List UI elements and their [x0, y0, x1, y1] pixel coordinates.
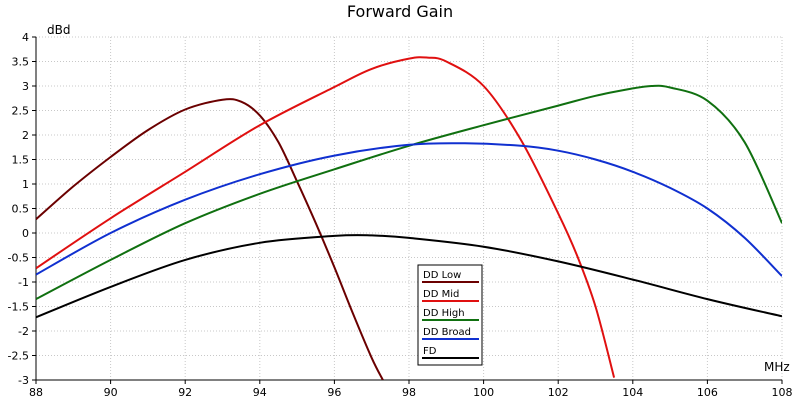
y-tick-label: 2.5	[12, 105, 30, 118]
legend: DD Low DD Mid DD High DD Broad FD	[417, 264, 483, 366]
y-tick-label: 4	[22, 31, 29, 44]
legend-label-dd-mid: DD Mid	[423, 289, 459, 300]
chart-title: Forward Gain	[347, 2, 453, 21]
x-tick-label: 94	[253, 386, 267, 399]
y-tick-label: 2	[22, 129, 29, 142]
x-tick-label: 100	[473, 386, 494, 399]
x-axis-ticks: 88 90 92 94 96 98 100 102 104 106 108	[29, 380, 793, 399]
x-tick-label: 104	[622, 386, 643, 399]
x-tick-label: 92	[178, 386, 192, 399]
y-tick-label: 0.5	[12, 203, 30, 216]
series-line-dd-mid	[36, 56, 616, 378]
y-tick-label: -0.5	[8, 252, 29, 265]
x-tick-label: 98	[402, 386, 416, 399]
x-tick-label: 106	[697, 386, 718, 399]
x-tick-label: 102	[548, 386, 569, 399]
y-tick-label: -2	[18, 325, 29, 338]
y-tick-label: 3	[22, 80, 29, 93]
legend-label-fd: FD	[423, 346, 437, 357]
series-line-dd-broad	[36, 142, 782, 277]
y-tick-label: 0	[22, 227, 29, 240]
y-tick-label: 3.5	[12, 56, 30, 69]
series-line-fd	[36, 234, 782, 319]
series-line-dd-low	[36, 98, 384, 380]
y-tick-label: 1	[22, 178, 29, 191]
series-lines	[36, 56, 782, 380]
x-tick-label: 96	[327, 386, 341, 399]
x-axis-label: MHz	[764, 360, 790, 374]
legend-label-dd-broad: DD Broad	[423, 327, 471, 338]
series-line-dd-high	[36, 84, 782, 300]
y-tick-label: -3	[18, 374, 29, 387]
legend-label-dd-low: DD Low	[423, 270, 461, 281]
y-tick-label: 1.5	[12, 154, 30, 167]
x-tick-label: 90	[104, 386, 118, 399]
y-tick-label: -1.5	[8, 301, 29, 314]
grid	[36, 36, 783, 380]
x-tick-label: 88	[29, 386, 43, 399]
legend-label-dd-high: DD High	[423, 308, 465, 319]
y-tick-label: -1	[18, 276, 29, 289]
y-axis-ticks: -3 -2.5 -2 -1.5 -1 -0.5 0 0.5 1 1.5 2 2.5 3 3.5 4	[8, 31, 36, 387]
y-axis-label: dBd	[47, 23, 70, 37]
y-tick-label: -2.5	[8, 350, 29, 363]
x-tick-label: 108	[772, 386, 793, 399]
